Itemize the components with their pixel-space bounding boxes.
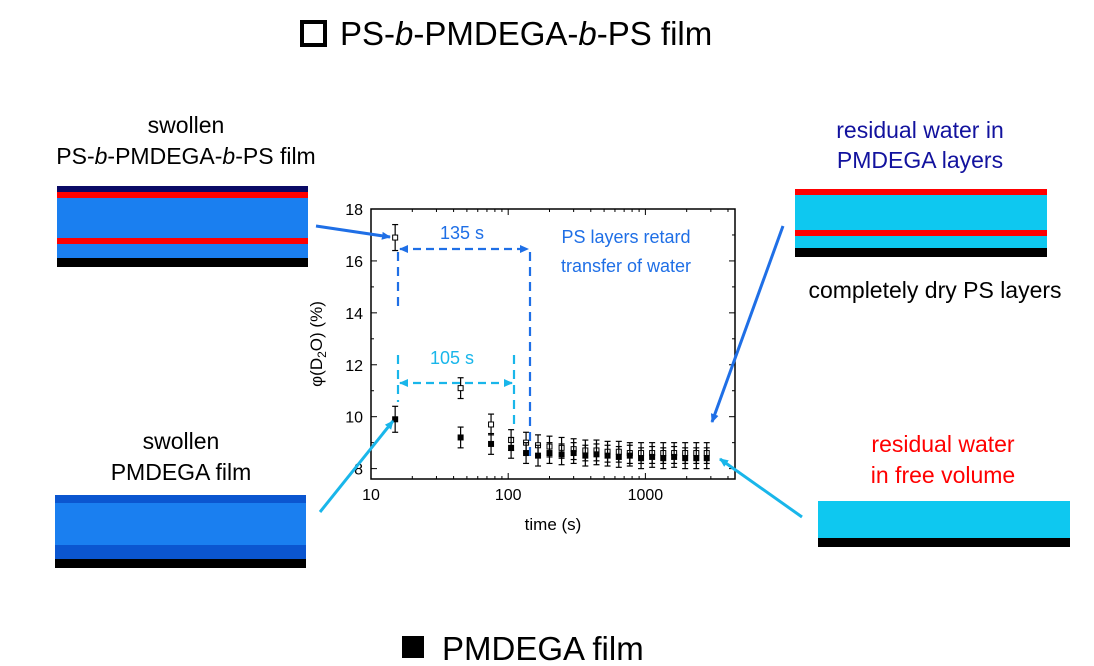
residual-pmdega-line1: residual water in [836,117,1003,143]
residual-free-line2: in free volume [871,462,1015,488]
data-point-open [392,234,399,241]
triblock-dry-layer-stack [795,189,1047,257]
swollen-triblock-line1: swollen [148,112,225,138]
arrow-to-residual-pmdega [710,225,785,423]
data-point-filled [703,455,710,462]
x-tick-label: 10 [362,487,380,504]
ps-interval-label: 135 s [440,223,484,243]
annotation-pmdega-interval: 105 s [396,348,516,430]
layer-red-bottom [57,238,308,244]
layer-red-top [57,192,308,198]
swollen-pmdega-line2: PMDEGA film [111,459,252,485]
y-tick-label: 14 [345,306,363,323]
data-point-filled [682,455,689,462]
data-point-filled [582,452,589,459]
data-point-filled [523,450,530,457]
data-point-filled [693,455,700,462]
swollen-pmdega-line1: swollen [143,428,220,454]
layer-red-top [795,189,1047,195]
residual-free-line1: residual water [871,431,1015,457]
layer-navy [57,186,308,192]
pmdega-swollen-layer-stack [55,495,306,568]
triblock-swollen-layer-stack [57,186,308,267]
data-point-filled [604,452,611,459]
y-axis-ticks: 8 10 12 14 16 18 [345,202,735,479]
layer-blue-thick [57,198,308,238]
annotation-ps-interval: 135 s PS layers retard transfer of water [396,223,691,460]
y-tick-label: 18 [345,202,363,219]
layer-blue-thin [57,244,308,258]
layer-dark-blue-bottom [55,545,306,559]
pmdega-interval-label: 105 s [430,348,474,368]
y-tick-label: 10 [345,410,363,427]
data-point-open [488,421,495,428]
data-point-filled [671,453,678,460]
layer-substrate [818,538,1070,547]
data-point-filled [649,453,656,460]
layer-cyan-thick [795,195,1047,230]
y-tick-label: 12 [345,358,363,375]
layer-substrate [795,248,1047,257]
panel-swollen-triblock: swollen PS-b-PMDEGA-b-PS film [56,112,316,267]
layer-cyan-thin [795,236,1047,248]
layer-dark-blue-top [55,495,306,503]
data-point-filled [488,440,495,447]
chart: 10 100 1000 8 10 12 14 16 18 time (s) φ(D2O) (%… [307,202,736,534]
data-point-filled [638,455,645,462]
layer-red-bottom [795,230,1047,236]
panel-residual-free: residual water in free volume [818,431,1070,547]
data-point-filled [457,434,464,441]
filled-square-icon [402,636,424,658]
y-axis-label: φ(D2O) (%) [307,301,329,387]
layer-cyan [818,501,1070,538]
layer-blue-thick [55,503,306,545]
dry-ps-label: completely dry PS layers [808,277,1061,303]
data-point-filled [546,450,553,457]
pointer-arrows [315,224,803,519]
layer-substrate [57,258,308,267]
y-tick-label: 8 [354,462,363,479]
panel-residual-pmdega: residual water in PMDEGA layers complete… [795,117,1062,303]
arrow-to-swollen-pmdega [318,420,395,513]
legend-bottom-label: PMDEGA film [442,630,644,666]
open-square-icon [300,20,327,47]
data-point-filled [626,452,633,459]
pmdega-dry-layer-stack [818,501,1070,547]
data-point-filled [558,451,565,458]
data-point-filled [535,452,542,459]
plot-frame [370,208,736,480]
arrow-to-residual-free [719,457,803,519]
data-point-filled [508,444,515,451]
swollen-triblock-line2: PS-b-PMDEGA-b-PS film [56,143,315,169]
legend-top: PS-b-PMDEGA-b-PS film [300,15,712,52]
series-filled-squares [392,405,710,470]
panel-swollen-pmdega: swollen PMDEGA film [55,428,306,568]
x-tick-label: 100 [495,487,522,504]
data-point-filled [593,451,600,458]
x-axis-label: time (s) [525,515,582,534]
arrow-to-swollen-triblock [315,224,391,240]
data-point-filled [570,450,577,457]
legend-bottom: PMDEGA film [402,630,644,666]
retard-line1: PS layers retard [561,227,690,247]
data-point-filled [392,416,399,423]
y-tick-label: 16 [345,254,363,271]
legend-top-label: PS-b-PMDEGA-b-PS film [340,15,712,52]
data-point-filled [660,455,667,462]
data-point-open [457,385,464,392]
residual-pmdega-line2: PMDEGA layers [837,147,1003,173]
data-point-filled [615,453,622,460]
x-tick-label: 1000 [628,487,664,504]
retard-line2: transfer of water [561,256,691,276]
x-axis-ticks: 10 100 1000 [362,209,729,504]
layer-substrate [55,559,306,568]
